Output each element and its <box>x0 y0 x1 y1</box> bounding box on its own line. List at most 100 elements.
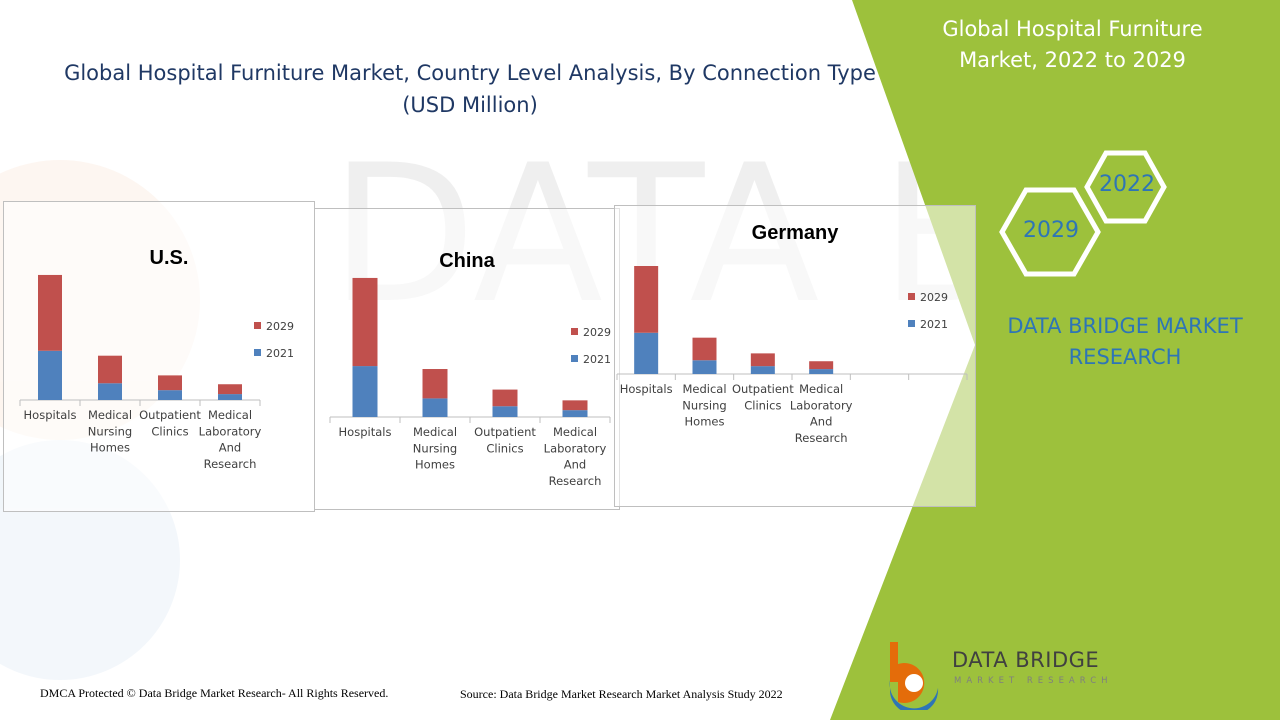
category-label-line: Nursing <box>88 424 132 438</box>
bar-2021 <box>218 394 242 400</box>
chart-panel-us: U.S. Hospitals Medical Nursing Homes Outpatie… <box>3 201 315 512</box>
bar-2021 <box>352 366 378 417</box>
logo-subtext: MARKET RESEARCH <box>954 676 1113 686</box>
category-label: Medical Nursing Homes <box>88 408 132 455</box>
hexagon-icons <box>999 150 1167 277</box>
category-label-line: Clinics <box>486 441 523 455</box>
legend-label-2021: 2021 <box>266 347 294 360</box>
category-label-line: Medical <box>682 382 726 396</box>
category-label-line: Homes <box>415 458 455 472</box>
category-label: Outpatient Clinics <box>474 425 536 455</box>
year-badge-2022: 2022 <box>1099 172 1155 197</box>
category-label-line: Clinics <box>151 424 188 438</box>
chart-china: China Hospitals Medical Nursing Homes Outpati… <box>329 250 611 488</box>
category-label-line: Nursing <box>413 441 457 455</box>
bar-2029 <box>218 384 242 395</box>
category-label-line: And <box>564 458 586 472</box>
bar-2029 <box>422 369 448 399</box>
category-label: Medical Laboratory And Research <box>199 408 262 471</box>
chart-title: Germany <box>752 222 840 244</box>
category-label-line: Homes <box>685 415 725 429</box>
legend-swatch-2021 <box>571 355 578 362</box>
bar-2021 <box>809 369 834 374</box>
bar-2029 <box>809 361 834 370</box>
bar-2021 <box>38 350 62 400</box>
legend-label-2029: 2029 <box>583 326 611 339</box>
brand-name: DATA BRIDGE MARKET RESEARCH <box>1007 314 1243 369</box>
category-label-line: Laboratory <box>544 441 607 455</box>
category-label-line: And <box>219 441 241 455</box>
category-label: Outpatient Clinics <box>732 382 794 412</box>
bar-2029 <box>38 274 62 351</box>
category-label-line: Research <box>549 474 602 488</box>
category-label-line: Medical <box>88 408 132 422</box>
category-label-line: Medical <box>553 425 597 439</box>
legend-label-2021: 2021 <box>920 318 948 331</box>
category-label-line: Laboratory <box>790 398 853 412</box>
bar-2021 <box>634 332 659 374</box>
legend-label-2029: 2029 <box>920 291 948 304</box>
legend-swatch-2021 <box>254 349 261 356</box>
bar-2021 <box>158 390 182 400</box>
category-label: Hospitals <box>620 382 673 396</box>
chart-title: China <box>439 250 495 272</box>
category-label: Outpatient Clinics <box>139 408 201 438</box>
bar-2021 <box>692 360 717 374</box>
green-wedge <box>830 0 1280 720</box>
bar-2029 <box>562 400 588 411</box>
side-title: Global Hospital Furniture Market, 2022 t… <box>942 17 1203 72</box>
logo-text: DATA BRIDGE <box>952 648 1100 672</box>
category-label-line: Hospitals <box>339 425 392 439</box>
category-label: Hospitals <box>24 408 77 422</box>
legend-label-2021: 2021 <box>583 353 611 366</box>
category-label-line: Homes <box>90 441 130 455</box>
bar-2021 <box>98 383 122 400</box>
bar-2029 <box>692 337 717 361</box>
category-label: Medical Nursing Homes <box>682 382 726 429</box>
legend-swatch-2029 <box>571 328 578 335</box>
bar-2021 <box>492 406 518 417</box>
category-label-line: Laboratory <box>199 424 262 438</box>
category-label-line: And <box>810 415 832 429</box>
category-label: Hospitals <box>339 425 392 439</box>
chart-title: U.S. <box>150 247 189 269</box>
source-note: Source: Data Bridge Market Research Mark… <box>460 687 783 701</box>
category-label-line: Hospitals <box>620 382 673 396</box>
chart-germany: Germany Hospitals Medical Nursing Homes Outpa… <box>616 222 968 445</box>
category-label-line: Outpatient <box>474 425 536 439</box>
category-label-line: Medical <box>799 382 843 396</box>
legend-label-2029: 2029 <box>266 320 294 333</box>
bar-2029 <box>98 355 122 384</box>
bar-2029 <box>634 266 659 333</box>
bar-2021 <box>422 398 448 417</box>
category-label: Medical Laboratory And Research <box>544 425 607 488</box>
legend-swatch-2029 <box>908 293 915 300</box>
bar-2029 <box>158 375 182 391</box>
legend-swatch-2029 <box>254 322 261 329</box>
category-label: Medical Laboratory And Research <box>790 382 853 445</box>
category-label-line: Medical <box>413 425 457 439</box>
chart-us: U.S. Hospitals Medical Nursing Homes Outpatie… <box>19 247 294 471</box>
chart-panel-germany: Germany Hospitals Medical Nursing Homes Outpa… <box>614 205 976 507</box>
bar-2021 <box>750 366 775 374</box>
data-bridge-logo-icon <box>889 642 939 710</box>
bar-2029 <box>750 353 775 367</box>
page-title: Global Hospital Furniture Market, Countr… <box>64 61 876 117</box>
bar-2029 <box>492 389 518 407</box>
year-badge-2029: 2029 <box>1023 218 1079 243</box>
category-label-line: Research <box>204 457 257 471</box>
category-label-line: Medical <box>208 408 252 422</box>
legend-swatch-2021 <box>908 320 915 327</box>
copyright-notice: DMCA Protected © Data Bridge Market Rese… <box>40 686 389 700</box>
hexagon-2022-icon <box>1084 150 1167 224</box>
bar-2029 <box>352 277 378 367</box>
category-label-line: Clinics <box>744 398 781 412</box>
category-label-line: Nursing <box>682 398 726 412</box>
category-label-line: Outpatient <box>139 408 201 422</box>
category-label-line: Hospitals <box>24 408 77 422</box>
category-label: Medical Nursing Homes <box>413 425 457 472</box>
bar-2021 <box>562 410 588 417</box>
category-label-line: Outpatient <box>732 382 794 396</box>
category-label-line: Research <box>795 431 848 445</box>
hexagon-2029-icon <box>999 187 1101 277</box>
